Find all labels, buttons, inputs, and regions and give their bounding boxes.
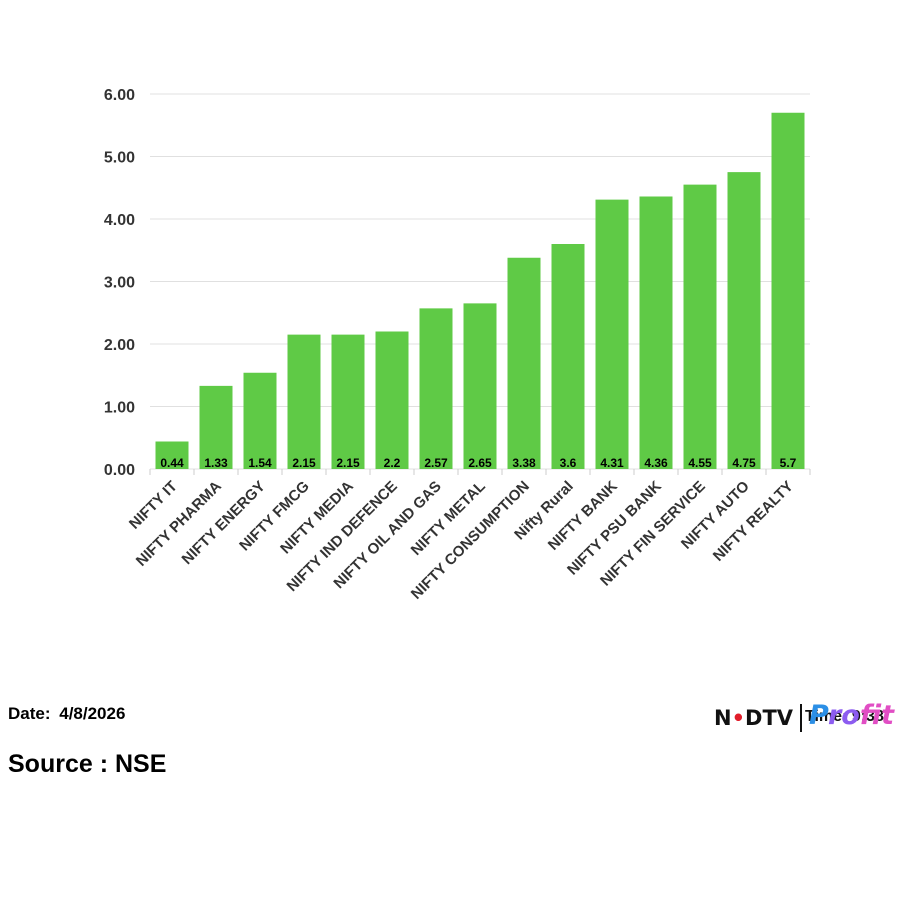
data-label: 5.7: [780, 456, 797, 470]
bar: [595, 199, 629, 469]
bar: [287, 334, 321, 469]
bar: [683, 184, 717, 469]
data-label: 3.6: [560, 456, 577, 470]
y-tick-label: 3.00: [104, 275, 135, 292]
bar: [419, 308, 453, 469]
data-label: 4.31: [600, 456, 624, 470]
y-tick-label: 1.00: [104, 400, 135, 417]
data-label: 1.33: [204, 456, 228, 470]
profit-wordmark: Profit: [809, 700, 895, 731]
bar: [771, 112, 805, 469]
x-tick-label: NIFTY REALTY: [710, 478, 797, 565]
ndtv-profit-logo: N•DTV Time: 9:38 Profit: [714, 700, 894, 736]
date-value: 4/8/2026: [59, 704, 126, 723]
y-tick-label: 0.00: [104, 462, 135, 479]
y-tick-label: 2.00: [104, 337, 135, 354]
ndtv-wordmark: N•DTV: [714, 706, 794, 730]
bar: [155, 441, 189, 469]
bar-chart: 0.00 1.00 2.00 3.00 4.00 5.00 6.00 0.44 1.33 1.54…: [104, 87, 811, 603]
data-label: 2.2: [384, 456, 401, 470]
data-label: 4.55: [688, 456, 712, 470]
bar: [243, 372, 277, 469]
logo-time-text: Time: 9:38: [805, 708, 884, 725]
data-label: 2.57: [424, 456, 448, 470]
bar: [199, 385, 233, 469]
data-label: 3.38: [512, 456, 536, 470]
bar: [463, 303, 497, 469]
y-tick-label: 6.00: [104, 87, 135, 104]
data-label: 4.75: [732, 456, 756, 470]
data-label: 2.15: [292, 456, 316, 470]
chart-area: 0.00 1.00 2.00 3.00 4.00 5.00 6.00 0.44 1.33 1.54…: [104, 87, 811, 603]
y-tick-label: 5.00: [104, 150, 135, 167]
data-label: 2.15: [336, 456, 360, 470]
bar: [551, 244, 585, 469]
date-label: Date:: [8, 704, 51, 723]
bar: [331, 334, 365, 469]
data-label: 2.65: [468, 456, 492, 470]
bar: [639, 196, 673, 469]
bar: [375, 331, 409, 469]
bar: [507, 257, 541, 469]
source-text: Source : NSE: [8, 750, 167, 778]
data-label: 4.36: [644, 456, 668, 470]
date-line: Date: 4/8/2026: [8, 704, 125, 724]
logo-divider: [800, 704, 802, 732]
data-label: 0.44: [160, 456, 184, 470]
data-label: 1.54: [248, 456, 272, 470]
y-tick-label: 4.00: [104, 212, 135, 229]
bar: [727, 172, 761, 469]
